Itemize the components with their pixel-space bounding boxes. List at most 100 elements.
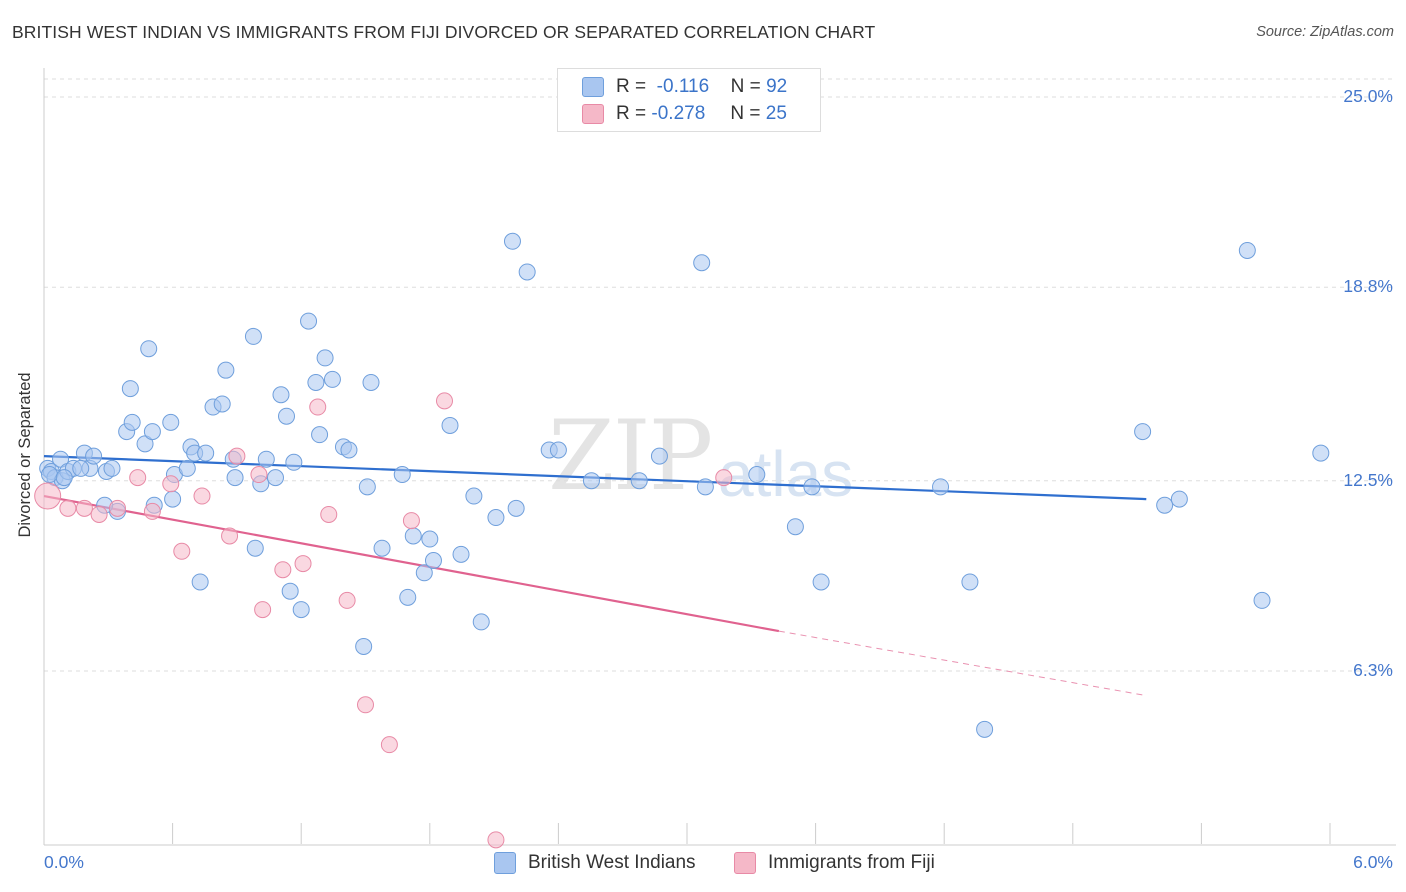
- data-point: [72, 459, 90, 477]
- legend-row-blue: R = -0.116 N = 92: [582, 74, 787, 100]
- r-label: R =: [616, 103, 647, 124]
- data-point: [316, 349, 334, 367]
- data-point: [221, 527, 239, 545]
- trend-line-pink: [43, 494, 780, 633]
- data-point: [178, 459, 196, 477]
- data-point: [217, 361, 235, 379]
- data-point: [191, 573, 209, 591]
- data-point: [650, 447, 668, 465]
- data-point: [487, 831, 505, 849]
- data-point: [90, 505, 108, 523]
- data-point: [715, 469, 733, 487]
- data-point: [362, 373, 380, 391]
- legend-label: British West Indians: [528, 852, 696, 873]
- data-point: [465, 487, 483, 505]
- data-point: [1253, 591, 1271, 609]
- data-point: [472, 613, 490, 631]
- r-value: -0.116: [656, 76, 710, 97]
- data-point: [932, 478, 950, 496]
- data-point: [961, 573, 979, 591]
- data-point: [452, 545, 470, 563]
- data-point: [338, 591, 356, 609]
- data-point: [630, 472, 648, 490]
- data-point: [108, 499, 126, 517]
- data-point: [696, 478, 714, 496]
- data-point: [1134, 423, 1152, 441]
- data-point: [399, 588, 417, 606]
- data-point: [266, 469, 284, 487]
- data-point: [507, 499, 525, 517]
- data-point: [52, 450, 70, 468]
- data-point: [193, 487, 211, 505]
- y-tick-label: 18.8%: [1343, 276, 1393, 297]
- x-tick-label-min: 0.0%: [44, 852, 84, 872]
- data-point: [435, 392, 453, 410]
- data-point: [803, 478, 821, 496]
- data-point: [309, 398, 327, 416]
- data-point: [244, 327, 262, 345]
- y-tick-label: 6.3%: [1353, 660, 1393, 680]
- data-point: [274, 561, 292, 579]
- data-point: [164, 490, 182, 508]
- series-immigrants-from-fiji: [34, 392, 733, 849]
- data-point: [373, 539, 391, 557]
- data-point: [1170, 490, 1188, 508]
- data-point: [272, 386, 290, 404]
- legend-item-immigrants-from-fiji[interactable]: Immigrants from Fiji: [734, 852, 935, 874]
- data-point: [393, 466, 411, 484]
- data-point: [421, 530, 439, 548]
- data-point: [1156, 496, 1174, 514]
- watermark-zip: ZIP: [548, 400, 713, 512]
- data-point: [340, 441, 358, 459]
- data-point: [404, 527, 422, 545]
- data-point: [294, 555, 312, 573]
- series-british-west-indians: [39, 232, 1330, 738]
- data-point: [441, 416, 459, 434]
- data-point: [129, 469, 147, 487]
- data-point: [311, 426, 329, 444]
- n-label: N =: [730, 103, 761, 124]
- data-point: [228, 447, 246, 465]
- data-point: [41, 466, 59, 484]
- legend-row-pink: R = -0.278 N = 25: [582, 101, 787, 127]
- data-point: [123, 413, 141, 431]
- data-point: [358, 478, 376, 496]
- data-point: [103, 459, 121, 477]
- data-point: [34, 482, 62, 510]
- y-axis-label: Divorced or Separated: [16, 372, 34, 538]
- data-points: [34, 232, 1330, 849]
- data-point: [292, 601, 310, 619]
- data-point: [320, 505, 338, 523]
- legend-swatch-blue: [582, 77, 604, 97]
- data-point: [143, 423, 161, 441]
- source-label: Source: ZipAtlas.com: [1256, 24, 1394, 40]
- data-point: [143, 502, 161, 520]
- data-point: [786, 518, 804, 536]
- data-point: [748, 466, 766, 484]
- data-point: [300, 312, 318, 330]
- data-point: [307, 373, 325, 391]
- trend-line-pink-extension: [778, 630, 1147, 697]
- data-point: [518, 263, 536, 281]
- n-label: N =: [730, 76, 761, 97]
- data-point: [278, 407, 296, 425]
- data-point: [250, 466, 268, 484]
- gridlines: [44, 78, 1396, 672]
- data-point: [213, 395, 231, 413]
- data-point: [424, 551, 442, 569]
- series-legend: British West Indians Immigrants from Fij…: [0, 852, 1406, 878]
- data-point: [136, 435, 154, 453]
- y-tick-label: 12.5%: [1343, 469, 1393, 490]
- legend-swatch-pink: [734, 852, 756, 874]
- r-value: -0.278: [651, 103, 706, 124]
- data-point: [55, 469, 73, 487]
- data-point: [976, 720, 994, 738]
- chart-title: BRITISH WEST INDIAN VS IMMIGRANTS FROM F…: [12, 22, 876, 42]
- legend-item-british-west-indians[interactable]: British West Indians: [494, 852, 696, 874]
- data-point: [415, 564, 433, 582]
- data-point: [85, 447, 103, 465]
- legend-swatch-pink: [582, 104, 604, 124]
- x-tick-label-max: 6.0%: [1353, 852, 1393, 872]
- data-point: [1238, 241, 1256, 259]
- data-point: [75, 499, 93, 517]
